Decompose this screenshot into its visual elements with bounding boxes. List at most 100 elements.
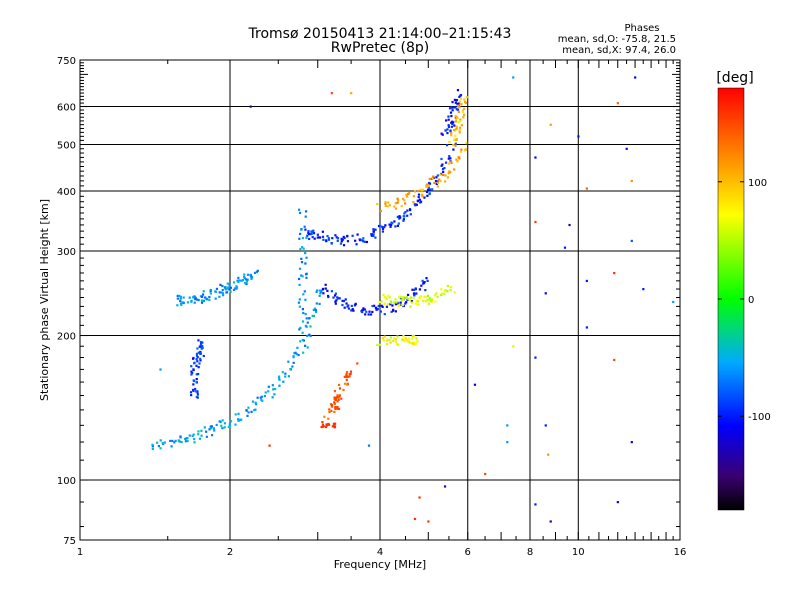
- low-layer-trace-point: [151, 445, 154, 448]
- cyan-vertical-column-point: [300, 261, 304, 264]
- f-layer-o-cusp-point: [456, 89, 460, 92]
- low-sporadic-trace-point: [402, 334, 405, 338]
- left-arm-trace-point: [226, 286, 230, 289]
- f-layer-x-cusp-point: [455, 137, 458, 141]
- left-arm-low-trace-point: [199, 352, 202, 355]
- f-layer-o-cusp-point: [456, 108, 460, 111]
- mid-layer-trace-point: [413, 288, 416, 291]
- f-layer-o-trace-point: [343, 236, 346, 240]
- low-layer-trace-point: [184, 440, 187, 443]
- low-layer-trace-point: [185, 437, 188, 440]
- left-arm-trace-point: [240, 279, 243, 282]
- spread-layer-trace-point: [383, 303, 386, 306]
- left-arm-trace-point: [182, 301, 185, 304]
- f-layer-x-cusp-point: [463, 98, 466, 101]
- mid-layer-trace-point: [385, 305, 389, 308]
- left-arm-low-trace-point: [195, 354, 199, 357]
- low-layer-trace-point: [318, 302, 321, 306]
- f-layer-x-trace-point: [408, 192, 411, 195]
- lower-x-trace-point: [328, 408, 331, 411]
- low-layer-trace-point: [193, 441, 196, 444]
- cyan-vertical-column-point: [302, 247, 305, 250]
- cyan-vertical-column-point: [297, 277, 301, 281]
- spread-layer-trace-point: [417, 300, 420, 303]
- f-layer-o-trace-point: [443, 166, 446, 170]
- low-layer-trace-point: [237, 418, 240, 421]
- spread-layer-trace-point: [394, 298, 397, 301]
- f-layer-x-trace-point: [376, 202, 379, 206]
- low-sporadic-trace-point: [386, 342, 389, 346]
- low-layer-trace-point: [177, 439, 180, 442]
- low-layer-trace-point: [161, 441, 164, 445]
- left-arm-trace-point: [193, 301, 196, 304]
- left-arm-low-trace-point: [191, 357, 195, 360]
- f-layer-x-trace-point: [436, 185, 439, 188]
- f-layer-x-trace-point: [450, 161, 453, 165]
- cyan-vertical-column-point: [298, 232, 302, 236]
- f-layer-x-trace-point: [426, 184, 430, 188]
- left-arm-trace-point: [223, 286, 226, 289]
- chart-subtitle: RwPretec (8p): [331, 40, 429, 56]
- lower-x-trace-point: [345, 371, 349, 374]
- mid-layer-trace-point: [399, 301, 402, 304]
- mid-layer-trace-point: [392, 309, 395, 312]
- cyan-vertical-column-point: [305, 256, 308, 259]
- left-arm-low-trace-point: [189, 391, 193, 394]
- f-layer-x-trace-point: [379, 209, 383, 213]
- left-arm-trace-point: [182, 296, 185, 299]
- f-layer-o-trace-point: [331, 237, 334, 240]
- spread-layer-trace-point: [427, 302, 430, 305]
- f-layer-o-trace-point: [356, 233, 359, 236]
- spread-layer-trace-point: [440, 293, 443, 296]
- spread-layer-trace-point: [402, 297, 405, 301]
- spread-layer-trace-point: [418, 296, 421, 300]
- f-layer-o-cusp-point: [450, 114, 453, 118]
- left-arm-trace-point: [188, 296, 191, 299]
- f-layer-x-trace-point: [405, 195, 409, 198]
- f-layer-x-trace-point: [412, 195, 416, 198]
- cyan-vertical-column-point: [301, 236, 305, 240]
- dense-band-point: [348, 373, 352, 376]
- scatter-point: [506, 424, 509, 427]
- spread-layer-trace-point: [382, 293, 385, 296]
- f-layer-x-trace-point: [460, 148, 463, 151]
- f-layer-x-trace-point: [431, 177, 434, 180]
- f-layer-o-trace-point: [355, 243, 358, 246]
- f-layer-o-trace-point: [441, 163, 444, 166]
- spread-layer-trace-point: [441, 292, 444, 295]
- low-sporadic-trace-point: [414, 341, 417, 344]
- spread-layer-trace-point: [429, 299, 432, 302]
- low-layer-trace-point: [273, 393, 276, 396]
- left-arm-low-trace-point: [198, 345, 201, 348]
- f-layer-o-cusp-point: [445, 119, 448, 122]
- left-arm-trace-point: [192, 296, 195, 299]
- f-layer-x-cusp-point: [454, 134, 457, 137]
- x-tick-label: 1: [77, 547, 83, 558]
- dense-band-point: [343, 375, 346, 378]
- left-arm-trace-point: [221, 294, 225, 297]
- spread-layer-trace-point: [402, 296, 405, 299]
- mid-layer-trace-point: [343, 306, 346, 309]
- scatter-point: [443, 485, 447, 488]
- f-layer-o-trace-point: [416, 199, 419, 202]
- low-layer-trace-point: [308, 317, 311, 320]
- low-layer-trace-point: [272, 388, 275, 391]
- mid-layer-trace-point: [363, 308, 367, 311]
- mid-layer-trace-point: [375, 308, 378, 311]
- f-layer-o-trace-point: [339, 242, 343, 245]
- spread-layer-trace-point: [430, 300, 433, 304]
- f-layer-o-cusp-point: [449, 111, 453, 114]
- scatter-points: [159, 76, 675, 523]
- scatter-point: [534, 503, 537, 506]
- mid-layer-trace-point: [411, 288, 414, 291]
- low-layer-trace-point: [311, 314, 314, 318]
- cyan-vertical-column-point: [300, 257, 303, 260]
- f-layer-o-trace-point: [327, 238, 331, 241]
- spread-layer-trace-point: [422, 299, 425, 302]
- low-layer-trace-point: [278, 378, 281, 381]
- f-layer-x-trace-point: [420, 193, 424, 196]
- mid-layer-trace-point: [362, 307, 365, 310]
- left-arm-trace-point: [229, 290, 232, 293]
- scatter-point: [613, 271, 616, 275]
- mid-layer-trace-point: [389, 303, 392, 306]
